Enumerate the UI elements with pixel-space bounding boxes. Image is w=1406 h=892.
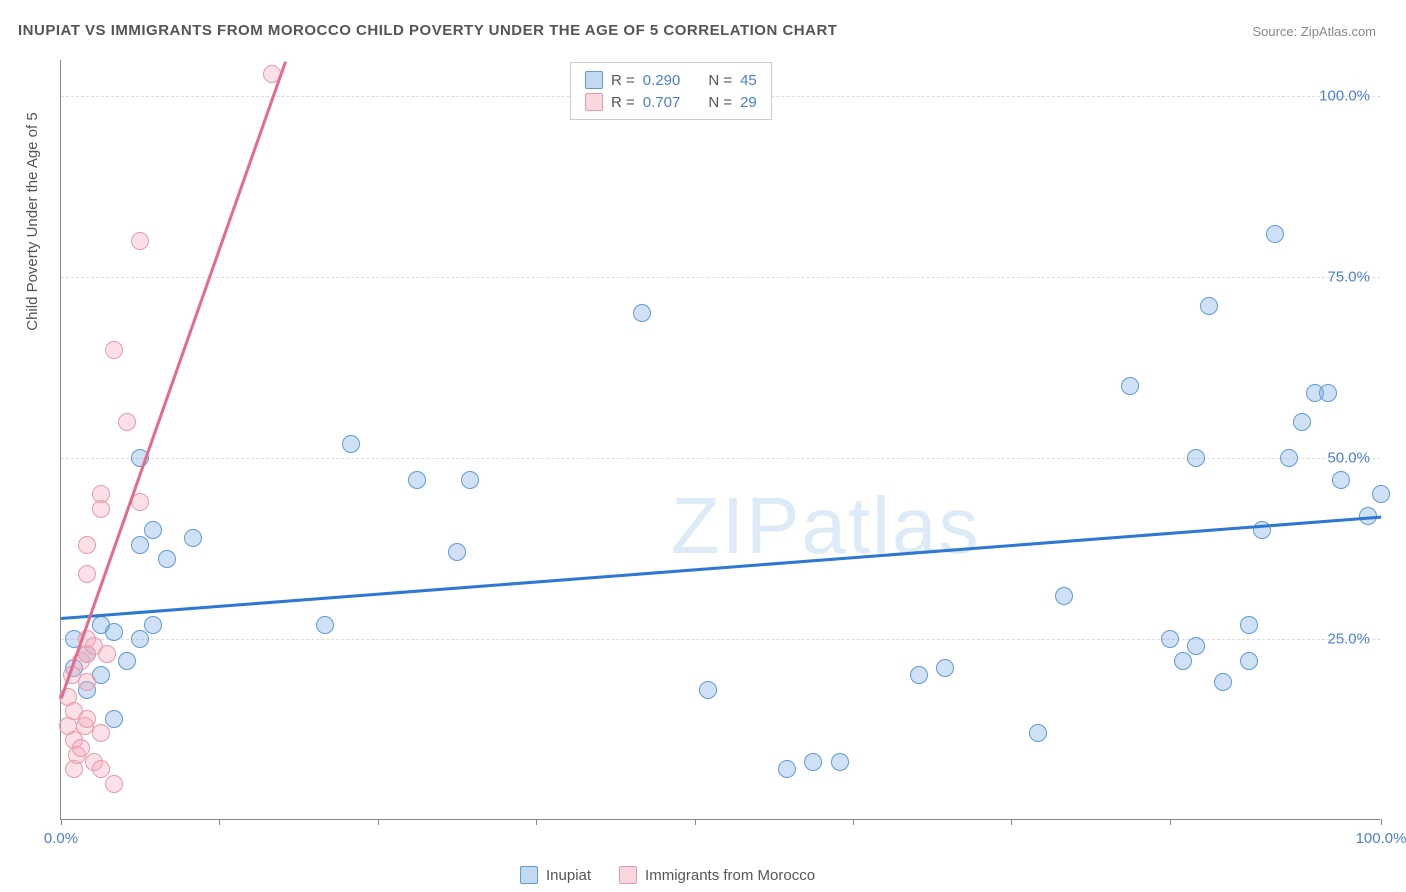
- data-point: [92, 724, 110, 742]
- data-point: [72, 739, 90, 757]
- data-point: [910, 666, 928, 684]
- data-point: [1055, 587, 1073, 605]
- plot-area: ZIPatlas 25.0%50.0%75.0%100.0%0.0%100.0%: [60, 60, 1380, 820]
- r-value-b: 0.707: [643, 94, 681, 111]
- legend-item-series-a: Inupiat: [520, 866, 591, 884]
- y-tick-label: 75.0%: [1327, 269, 1370, 286]
- r-label: R =: [611, 94, 635, 111]
- trendline: [61, 516, 1381, 620]
- data-point: [1214, 673, 1232, 691]
- data-point: [105, 623, 123, 641]
- gridline: [61, 277, 1380, 278]
- data-point: [105, 710, 123, 728]
- x-tick: [378, 819, 379, 825]
- series-b-name: Immigrants from Morocco: [645, 867, 815, 884]
- data-point: [1240, 652, 1258, 670]
- data-point: [105, 775, 123, 793]
- data-point: [1187, 449, 1205, 467]
- data-point: [118, 652, 136, 670]
- legend-item-series-b: Immigrants from Morocco: [619, 866, 815, 884]
- data-point: [144, 521, 162, 539]
- data-point: [1174, 652, 1192, 670]
- y-tick-label: 100.0%: [1319, 88, 1370, 105]
- data-point: [1121, 377, 1139, 395]
- x-tick-label: 100.0%: [1356, 830, 1406, 847]
- x-tick: [1170, 819, 1171, 825]
- data-point: [936, 659, 954, 677]
- data-point: [131, 536, 149, 554]
- data-point: [105, 341, 123, 359]
- n-label: N =: [708, 72, 732, 89]
- data-point: [461, 471, 479, 489]
- data-point: [144, 616, 162, 634]
- x-tick: [1381, 819, 1382, 825]
- n-value-a: 45: [740, 72, 757, 89]
- r-value-a: 0.290: [643, 72, 681, 89]
- data-point: [316, 616, 334, 634]
- n-value-b: 29: [740, 94, 757, 111]
- data-point: [158, 550, 176, 568]
- swatch-series-b: [585, 93, 603, 111]
- data-point: [633, 304, 651, 322]
- x-tick: [1011, 819, 1012, 825]
- swatch-series-b: [619, 866, 637, 884]
- data-point: [778, 760, 796, 778]
- data-point: [1280, 449, 1298, 467]
- swatch-series-a: [585, 71, 603, 89]
- x-tick: [536, 819, 537, 825]
- data-point: [184, 529, 202, 547]
- x-tick: [853, 819, 854, 825]
- gridline: [61, 458, 1380, 459]
- data-point: [1240, 616, 1258, 634]
- x-tick: [695, 819, 696, 825]
- data-point: [1029, 724, 1047, 742]
- data-point: [78, 536, 96, 554]
- y-tick-label: 50.0%: [1327, 450, 1370, 467]
- data-point: [92, 760, 110, 778]
- data-point: [131, 630, 149, 648]
- legend-row-series-b: R = 0.707 N = 29: [585, 91, 757, 113]
- data-point: [131, 493, 149, 511]
- data-point: [1319, 384, 1337, 402]
- data-point: [78, 673, 96, 691]
- r-label: R =: [611, 72, 635, 89]
- data-point: [131, 232, 149, 250]
- swatch-series-a: [520, 866, 538, 884]
- data-point: [831, 753, 849, 771]
- x-tick: [61, 819, 62, 825]
- y-axis-label: Child Poverty Under the Age of 5: [24, 112, 41, 330]
- chart-container: INUPIAT VS IMMIGRANTS FROM MOROCCO CHILD…: [0, 0, 1406, 892]
- source-attribution: Source: ZipAtlas.com: [1252, 24, 1376, 39]
- data-point: [699, 681, 717, 699]
- correlation-legend: R = 0.290 N = 45 R = 0.707 N = 29: [570, 62, 772, 120]
- data-point: [1332, 471, 1350, 489]
- legend-row-series-a: R = 0.290 N = 45: [585, 69, 757, 91]
- data-point: [1266, 225, 1284, 243]
- data-point: [1161, 630, 1179, 648]
- data-point: [342, 435, 360, 453]
- series-a-name: Inupiat: [546, 867, 591, 884]
- x-tick: [219, 819, 220, 825]
- data-point: [1200, 297, 1218, 315]
- data-point: [1187, 637, 1205, 655]
- data-point: [118, 413, 136, 431]
- n-label: N =: [708, 94, 732, 111]
- data-point: [78, 565, 96, 583]
- data-point: [1372, 485, 1390, 503]
- data-point: [448, 543, 466, 561]
- data-point: [804, 753, 822, 771]
- gridline: [61, 639, 1380, 640]
- data-point: [1293, 413, 1311, 431]
- chart-title: INUPIAT VS IMMIGRANTS FROM MOROCCO CHILD…: [18, 22, 837, 39]
- data-point: [98, 645, 116, 663]
- x-tick-label: 0.0%: [44, 830, 78, 847]
- data-point: [78, 710, 96, 728]
- data-point: [92, 485, 110, 503]
- y-tick-label: 25.0%: [1327, 631, 1370, 648]
- series-legend: Inupiat Immigrants from Morocco: [520, 866, 815, 884]
- data-point: [408, 471, 426, 489]
